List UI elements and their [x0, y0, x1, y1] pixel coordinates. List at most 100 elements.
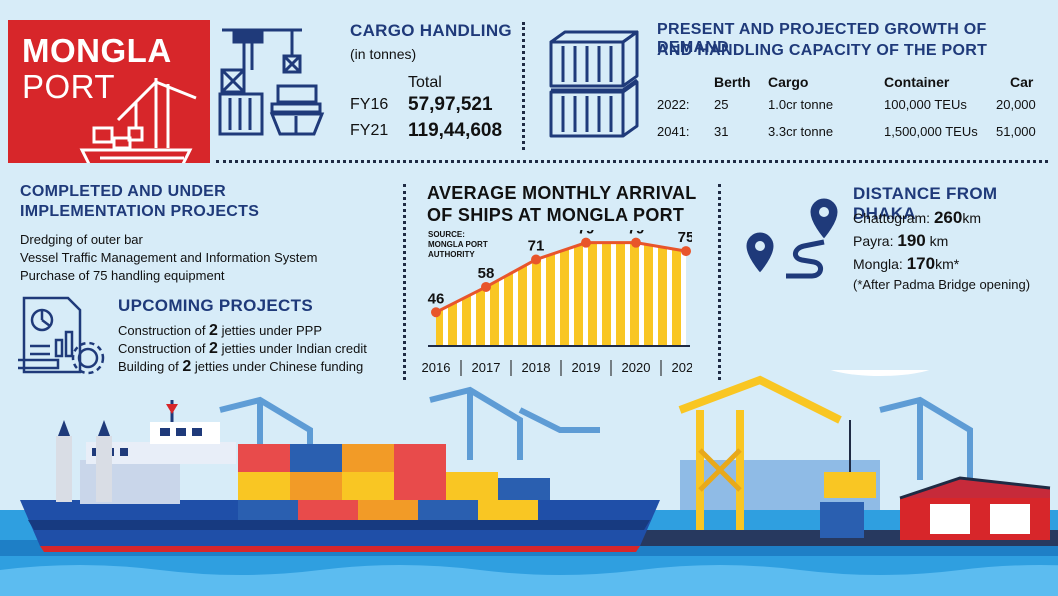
red-warehouse	[899, 476, 1051, 540]
upcoming-item-num: 2	[209, 340, 218, 357]
chart-data-label: 75	[678, 230, 692, 246]
cargo-year: FY21	[350, 122, 389, 139]
upcoming-item-num: 2	[209, 322, 218, 339]
distance-num: 170	[906, 254, 936, 273]
chart-point	[431, 307, 441, 318]
growth-col-berth: Berth	[714, 74, 751, 90]
chart-point	[681, 246, 691, 257]
growth-row-berth: 31	[714, 124, 729, 139]
chart-source-label: SOURCE:	[428, 230, 465, 239]
chart-source-name: MONGLA PORT	[428, 240, 488, 249]
chart-source-name2: AUTHORITY	[428, 250, 475, 259]
ship-bridge	[80, 460, 180, 504]
title-block: MONGLA PORT	[8, 20, 210, 163]
growth-row-berth: 25	[714, 97, 729, 112]
divider	[522, 22, 525, 150]
completed-item: Dredging of outer bar	[20, 232, 143, 247]
chart-point	[581, 237, 591, 248]
distance-place: Chattogram:	[853, 210, 934, 226]
divider	[216, 160, 1048, 163]
growth-row-year: 2022:	[657, 97, 690, 112]
distance-unit: km	[925, 233, 949, 249]
upcoming-item-post: jetties under Indian credit	[217, 341, 367, 356]
cargo-unit: (in tonnes)	[350, 46, 417, 62]
upcoming-item-pre: Construction of	[118, 323, 210, 338]
cargo-row: FY21	[350, 122, 388, 140]
upcoming-heading: UPCOMING PROJECTS	[118, 296, 313, 315]
growth-col-container: Container	[884, 74, 950, 90]
growth-row-cargo: 1.0cr tonne	[768, 97, 834, 112]
port-crane-ship-icon	[79, 78, 197, 163]
cargo-row: FY16	[350, 96, 388, 114]
arrival-chart: 46 58 71 79 79 75 2016 2017 2018 2019 2020 2021	[422, 230, 692, 376]
chart-point	[631, 237, 641, 248]
upcoming-item-post: jetties under Chinese funding	[191, 359, 364, 374]
chart-tick-label: 2018	[522, 360, 551, 375]
containers-icon	[549, 30, 639, 138]
completed-item: Purchase of 75 handling equipment	[20, 268, 225, 283]
chart-tick-label: 2019	[572, 360, 601, 375]
chart-point	[481, 281, 491, 292]
growth-heading-line2: AND HANDLING CAPACITY OF THE PORT	[657, 42, 988, 59]
chart-tick-label: 2017	[472, 360, 501, 375]
growth-row-cargo: 3.3cr tonne	[768, 124, 834, 139]
growth-row-car: 20,000	[996, 97, 1036, 112]
chart-data-label: 46	[428, 290, 445, 307]
growth-row-container: 1,500,000 TEUs	[884, 124, 978, 139]
title-line2: PORT	[22, 68, 116, 105]
yellow-crane	[678, 375, 876, 538]
ship-containers	[238, 444, 550, 520]
waves	[0, 565, 1058, 596]
distance-num: 190	[897, 231, 926, 250]
route-map-icon	[746, 198, 838, 279]
growth-row-container: 100,000 TEUs	[884, 97, 967, 112]
growth-heading-line1: PRESENT AND PROJECTED GROWTH OF DEMAND	[657, 21, 987, 56]
growth-row-car: 51,000	[996, 124, 1036, 139]
chart-data-label: 79	[578, 230, 595, 238]
divider	[403, 184, 406, 380]
completed-heading-line1: COMPLETED AND UNDER	[20, 183, 226, 200]
chart-heading-line2: OF SHIPS AT MONGLA PORT	[427, 205, 685, 225]
upcoming-item-num: 2	[182, 358, 192, 375]
upcoming-item: Construction of 2 jetties under PPP	[118, 322, 322, 340]
divider	[718, 184, 721, 380]
growth-row-year: 2041:	[657, 124, 690, 139]
upcoming-item: Construction of 2 jetties under Indian c…	[118, 340, 367, 358]
cargo-year: FY16	[350, 96, 389, 113]
cloud	[830, 370, 930, 376]
cargo-value: 119,44,608	[408, 120, 503, 141]
chart-area	[436, 242, 686, 346]
distance-item: Payra: 190 km	[853, 231, 948, 251]
chart-tick-label: 2020	[622, 360, 651, 375]
chart-data-label: 58	[478, 265, 495, 282]
chart-tick-label: 2021	[672, 360, 692, 375]
distance-unit: km*	[935, 256, 960, 272]
cargo-value: 57,97,521	[408, 94, 493, 115]
cargo-heading: CARGO HANDLING	[350, 21, 512, 40]
distance-note: (*After Padma Bridge opening)	[853, 277, 1031, 292]
project-report-icon	[18, 296, 105, 375]
distance-unit: km	[962, 210, 981, 226]
chart-heading-line1: AVERAGE MONTHLY ARRIVAL	[427, 183, 697, 203]
chart-source: SOURCE: MONGLA PORT AUTHORITY	[428, 230, 488, 260]
chart-tick-label: 2016	[422, 360, 451, 375]
distance-heading: DISTANCE FROM DHAKA	[853, 184, 998, 223]
cargo-total-label: Total	[408, 74, 442, 91]
chart-line	[435, 241, 687, 314]
title-line1: MONGLA	[22, 32, 172, 69]
growth-col-car: Car	[1010, 74, 1034, 90]
chart-point	[531, 254, 541, 265]
upcoming-item-pre: Building of	[118, 359, 183, 374]
cranes-icon	[218, 28, 325, 136]
distance-place: Mongla:	[853, 256, 907, 272]
port-scene	[0, 370, 1058, 596]
upcoming-item-pre: Construction of	[118, 341, 210, 356]
completed-heading-line2: IMPLEMENTATION PROJECTS	[20, 203, 260, 220]
upcoming-item: Building of 2 jetties under Chinese fund…	[118, 358, 363, 376]
distance-item: Mongla: 170km*	[853, 254, 959, 274]
chart-data-label: 71	[528, 238, 545, 255]
growth-col-cargo: Cargo	[768, 74, 809, 90]
upcoming-item-post: jetties under PPP	[217, 323, 323, 338]
distance-num: 260	[933, 208, 963, 227]
distance-item: Chattogram: 260km	[853, 208, 981, 228]
